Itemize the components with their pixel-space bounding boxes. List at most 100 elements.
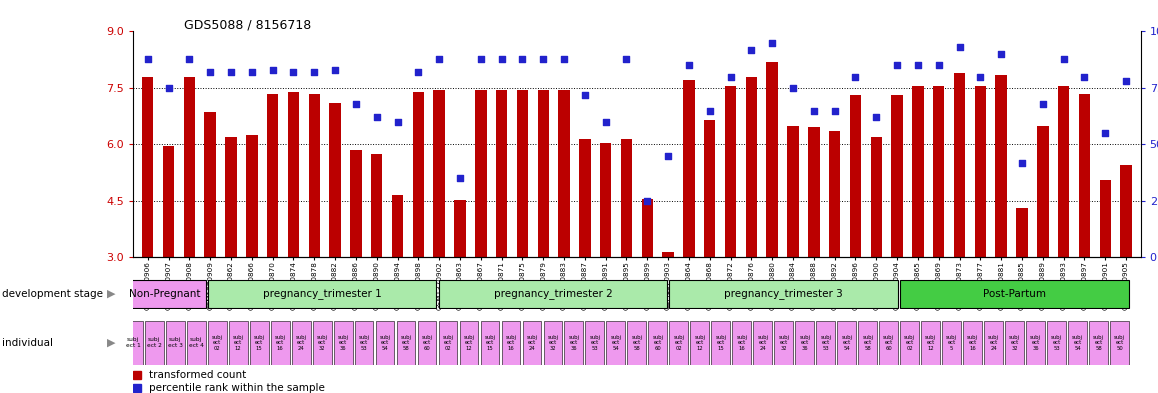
Bar bbox=[621, 139, 632, 257]
FancyBboxPatch shape bbox=[354, 321, 374, 365]
Text: subj
ect
58: subj ect 58 bbox=[1093, 334, 1104, 351]
Text: subj
ect
24: subj ect 24 bbox=[757, 334, 768, 351]
FancyBboxPatch shape bbox=[564, 321, 584, 365]
Bar bbox=[391, 195, 403, 257]
Text: subj
ect
24: subj ect 24 bbox=[988, 334, 999, 351]
Text: subj
ect
53: subj ect 53 bbox=[1051, 334, 1062, 351]
Bar bbox=[746, 77, 757, 257]
FancyBboxPatch shape bbox=[1005, 321, 1024, 365]
FancyBboxPatch shape bbox=[439, 280, 667, 308]
Text: subj
ect
58: subj ect 58 bbox=[401, 334, 411, 351]
FancyBboxPatch shape bbox=[879, 321, 899, 365]
FancyBboxPatch shape bbox=[963, 321, 982, 365]
FancyBboxPatch shape bbox=[250, 321, 269, 365]
FancyBboxPatch shape bbox=[754, 321, 772, 365]
Bar bbox=[329, 103, 340, 257]
Text: subj
ect 3: subj ect 3 bbox=[168, 338, 183, 348]
Bar bbox=[226, 137, 236, 257]
FancyBboxPatch shape bbox=[796, 321, 814, 365]
Text: subj
ect
02: subj ect 02 bbox=[212, 334, 222, 351]
Text: subj
ect
02: subj ect 02 bbox=[904, 334, 915, 351]
FancyBboxPatch shape bbox=[334, 321, 352, 365]
Point bbox=[305, 69, 323, 75]
Point bbox=[1013, 160, 1032, 166]
Text: individual: individual bbox=[2, 338, 53, 348]
Point bbox=[701, 107, 719, 114]
Bar bbox=[913, 86, 924, 257]
FancyBboxPatch shape bbox=[124, 321, 142, 365]
Text: ▶: ▶ bbox=[107, 338, 115, 348]
Text: subj
ect
15: subj ect 15 bbox=[254, 334, 264, 351]
Text: subj
ect
60: subj ect 60 bbox=[652, 334, 664, 351]
Bar bbox=[371, 154, 382, 257]
Point bbox=[930, 62, 948, 68]
FancyBboxPatch shape bbox=[984, 321, 1003, 365]
Bar bbox=[787, 126, 799, 257]
Text: subj
ect
5: subj ect 5 bbox=[946, 334, 958, 351]
Text: subj
ect
02: subj ect 02 bbox=[674, 334, 684, 351]
Point bbox=[763, 40, 782, 46]
Bar bbox=[1058, 86, 1069, 257]
FancyBboxPatch shape bbox=[1090, 321, 1108, 365]
FancyBboxPatch shape bbox=[816, 321, 835, 365]
Text: subj
ect
36: subj ect 36 bbox=[1031, 334, 1041, 351]
FancyBboxPatch shape bbox=[669, 321, 688, 365]
Bar bbox=[1120, 165, 1131, 257]
FancyBboxPatch shape bbox=[271, 321, 290, 365]
FancyBboxPatch shape bbox=[586, 321, 604, 365]
Text: subj
ect
58: subj ect 58 bbox=[863, 334, 873, 351]
Bar bbox=[662, 252, 674, 257]
Bar bbox=[308, 94, 320, 257]
Text: pregnancy_trimester 2: pregnancy_trimester 2 bbox=[493, 288, 613, 299]
FancyBboxPatch shape bbox=[228, 321, 248, 365]
Point bbox=[826, 107, 844, 114]
FancyBboxPatch shape bbox=[396, 321, 416, 365]
Point bbox=[1095, 130, 1114, 136]
FancyBboxPatch shape bbox=[1068, 321, 1087, 365]
Bar bbox=[350, 150, 361, 257]
Bar bbox=[933, 86, 945, 257]
Point bbox=[576, 92, 594, 98]
Bar bbox=[266, 94, 278, 257]
Bar bbox=[1038, 126, 1048, 257]
Point bbox=[471, 55, 490, 62]
Point bbox=[846, 73, 865, 80]
Text: pregnancy_trimester 3: pregnancy_trimester 3 bbox=[725, 288, 843, 299]
Point bbox=[201, 69, 220, 75]
Bar bbox=[829, 131, 841, 257]
Text: subj
ect
02: subj ect 02 bbox=[442, 334, 454, 351]
Text: subj
ect
12: subj ect 12 bbox=[695, 334, 705, 351]
Text: subj
ect
53: subj ect 53 bbox=[589, 334, 600, 351]
Text: subj
ect
16: subj ect 16 bbox=[274, 334, 286, 351]
Point bbox=[450, 175, 469, 182]
Point bbox=[867, 114, 886, 121]
Bar bbox=[454, 200, 466, 257]
Text: subj
ect
60: subj ect 60 bbox=[422, 334, 432, 351]
Text: subj
ect
32: subj ect 32 bbox=[316, 334, 328, 351]
Text: subj
ect
16: subj ect 16 bbox=[736, 334, 747, 351]
Point bbox=[638, 198, 657, 204]
Point bbox=[388, 119, 406, 125]
Bar bbox=[1099, 180, 1111, 257]
Point bbox=[555, 55, 573, 62]
Bar bbox=[871, 137, 882, 257]
FancyBboxPatch shape bbox=[207, 321, 227, 365]
Point bbox=[992, 51, 1011, 57]
Text: subj
ect
58: subj ect 58 bbox=[631, 334, 643, 351]
FancyBboxPatch shape bbox=[186, 321, 206, 365]
FancyBboxPatch shape bbox=[124, 280, 206, 308]
Text: subj
ect
36: subj ect 36 bbox=[569, 334, 579, 351]
Bar bbox=[767, 62, 778, 257]
Point bbox=[221, 69, 240, 75]
Text: subj
ect
16: subj ect 16 bbox=[506, 334, 516, 351]
Bar bbox=[642, 199, 653, 257]
Point bbox=[325, 67, 344, 73]
Bar bbox=[537, 90, 549, 257]
Point bbox=[1034, 101, 1053, 107]
Point bbox=[784, 85, 802, 91]
FancyBboxPatch shape bbox=[607, 321, 625, 365]
Point bbox=[513, 55, 532, 62]
Point bbox=[263, 67, 281, 73]
Point bbox=[742, 46, 761, 53]
Point bbox=[139, 55, 157, 62]
